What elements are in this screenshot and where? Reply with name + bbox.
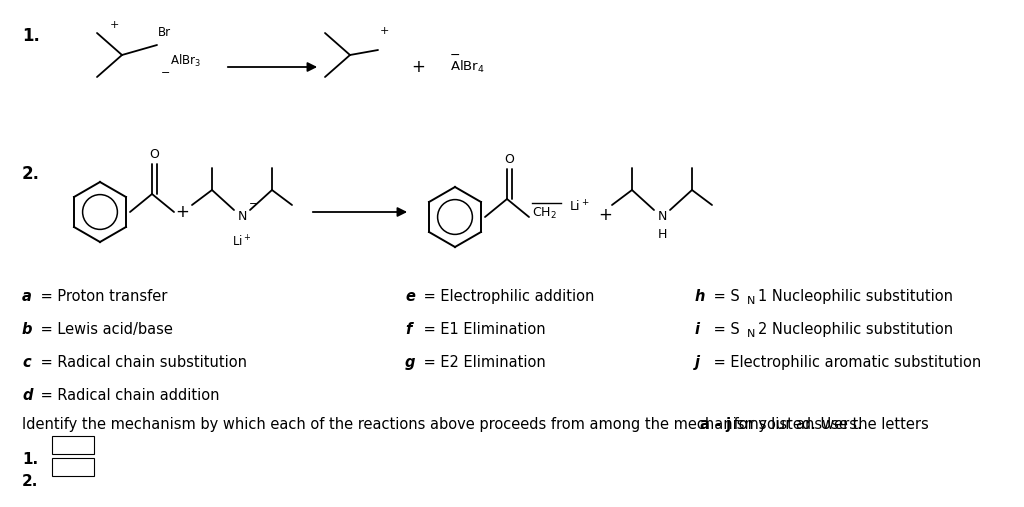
- Text: Br: Br: [158, 26, 171, 39]
- Text: = E1 Elimination: = E1 Elimination: [419, 322, 546, 337]
- Text: j: j: [695, 355, 700, 370]
- Text: = Radical chain addition: = Radical chain addition: [36, 388, 219, 403]
- Text: 1.: 1.: [22, 27, 40, 45]
- Text: N: N: [746, 329, 756, 339]
- Text: AlBr$_3$: AlBr$_3$: [170, 53, 201, 69]
- Text: −: −: [450, 49, 461, 61]
- Text: a - j: a - j: [700, 417, 731, 432]
- Text: AlBr$_4$: AlBr$_4$: [450, 59, 484, 75]
- Text: = E2 Elimination: = E2 Elimination: [419, 355, 546, 370]
- Text: +: +: [379, 26, 389, 36]
- Text: = Electrophilic addition: = Electrophilic addition: [419, 289, 594, 304]
- Text: −: −: [249, 199, 259, 209]
- FancyBboxPatch shape: [52, 436, 94, 454]
- Text: CH$_2$: CH$_2$: [532, 205, 557, 221]
- Text: −: −: [162, 68, 171, 78]
- Text: f: f: [406, 322, 412, 337]
- Text: +: +: [175, 203, 189, 221]
- Text: Li$^+$: Li$^+$: [569, 199, 590, 214]
- Text: 1.: 1.: [22, 452, 38, 467]
- Text: N: N: [746, 296, 756, 306]
- Text: e: e: [406, 289, 415, 304]
- Text: = Radical chain substitution: = Radical chain substitution: [36, 355, 247, 370]
- Text: = Proton transfer: = Proton transfer: [36, 289, 167, 304]
- Text: 2.: 2.: [22, 165, 40, 183]
- Text: i: i: [695, 322, 700, 337]
- Text: N: N: [657, 209, 667, 223]
- Text: N: N: [238, 209, 247, 223]
- Text: 1 Nucleophilic substitution: 1 Nucleophilic substitution: [758, 289, 953, 304]
- Text: = Lewis acid/base: = Lewis acid/base: [36, 322, 173, 337]
- Text: g: g: [406, 355, 416, 370]
- Text: H: H: [657, 229, 667, 241]
- Text: O: O: [504, 153, 514, 166]
- Text: h: h: [695, 289, 706, 304]
- Text: = Electrophilic aromatic substitution: = Electrophilic aromatic substitution: [709, 355, 981, 370]
- Text: Li$^+$: Li$^+$: [232, 234, 252, 249]
- Text: d: d: [22, 388, 33, 403]
- Text: +: +: [598, 206, 612, 224]
- Text: O: O: [150, 148, 159, 161]
- Text: +: +: [110, 20, 119, 30]
- Text: = S: = S: [709, 322, 739, 337]
- Text: a: a: [22, 289, 32, 304]
- Text: c: c: [22, 355, 31, 370]
- Text: 2 Nucleophilic substitution: 2 Nucleophilic substitution: [758, 322, 953, 337]
- Text: +: +: [411, 58, 425, 76]
- Text: = S: = S: [709, 289, 739, 304]
- Text: 2.: 2.: [22, 474, 38, 489]
- Text: Identify the mechanism by which each of the reactions above proceeds from among : Identify the mechanism by which each of …: [22, 417, 933, 432]
- FancyBboxPatch shape: [52, 458, 94, 476]
- Text: for your answers.: for your answers.: [729, 417, 861, 432]
- Text: b: b: [22, 322, 33, 337]
